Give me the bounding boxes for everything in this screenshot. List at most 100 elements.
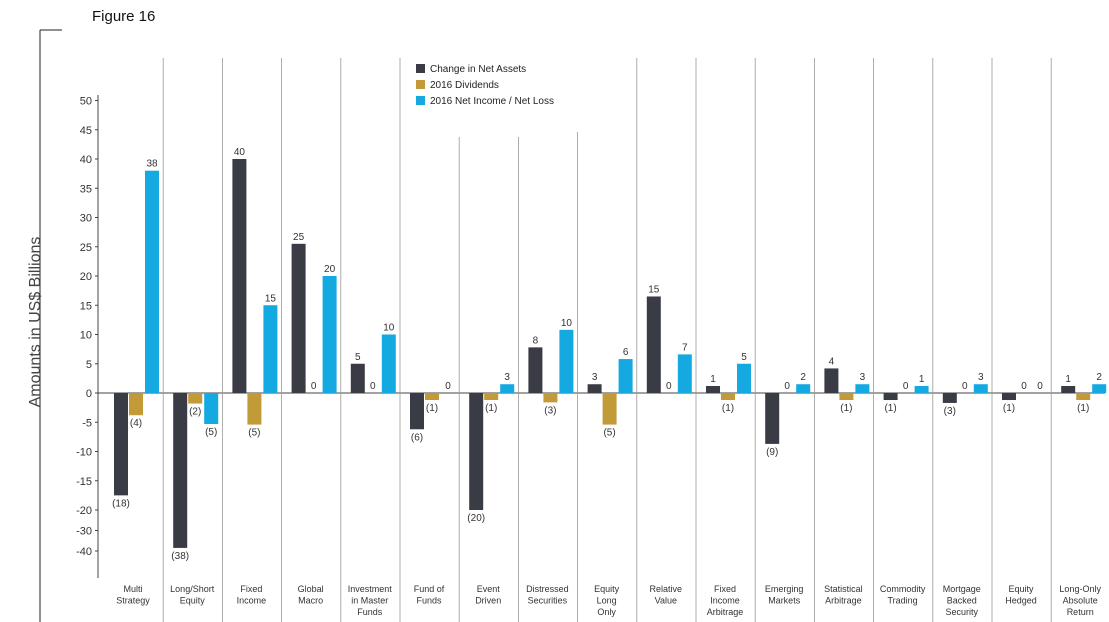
category-label: Investment bbox=[348, 584, 393, 594]
bar-net-income bbox=[500, 384, 515, 393]
category-label: Income bbox=[237, 596, 267, 606]
bar-net-income bbox=[855, 384, 870, 393]
y-tick-label: -5 bbox=[82, 417, 92, 429]
category-label: Equity bbox=[180, 596, 206, 606]
bar-net-income bbox=[145, 170, 159, 393]
data-label: 38 bbox=[146, 159, 158, 170]
bar-dividends bbox=[484, 393, 499, 401]
bar-dividends bbox=[721, 393, 735, 401]
data-label: (1) bbox=[1077, 403, 1089, 414]
data-label: 0 bbox=[1037, 381, 1043, 392]
data-label: 2 bbox=[1096, 372, 1102, 383]
category-label: Multi bbox=[123, 584, 142, 594]
data-label: 10 bbox=[383, 323, 395, 334]
legend-swatch bbox=[416, 80, 425, 89]
bar-net-income bbox=[1092, 384, 1107, 393]
category-label: Funds bbox=[357, 607, 383, 617]
category-label: Markets bbox=[768, 596, 801, 606]
data-label: 3 bbox=[860, 372, 866, 383]
bar-change bbox=[1061, 385, 1076, 393]
bar-change bbox=[291, 243, 306, 393]
bar-net-income bbox=[618, 359, 633, 393]
bar-net-income bbox=[322, 276, 337, 393]
y-tick-label: 35 bbox=[80, 183, 92, 195]
category-label: Only bbox=[597, 607, 616, 617]
category-label: Distressed bbox=[526, 584, 569, 594]
data-label: 0 bbox=[445, 381, 451, 392]
data-label: (3) bbox=[544, 405, 556, 416]
category-label: Arbitrage bbox=[825, 596, 862, 606]
category-label: Income bbox=[710, 596, 740, 606]
category-label: Strategy bbox=[116, 596, 150, 606]
category-label: Commodity bbox=[880, 584, 926, 594]
bar-dividends bbox=[602, 393, 617, 425]
category-label: Return bbox=[1067, 607, 1094, 617]
data-label: 1 bbox=[1065, 374, 1071, 385]
category-label: Value bbox=[655, 596, 677, 606]
legend-label: 2016 Dividends bbox=[430, 80, 499, 91]
bar-change bbox=[350, 363, 365, 393]
bar-change bbox=[646, 296, 661, 393]
bar-dividends bbox=[543, 393, 558, 403]
bar-change bbox=[587, 384, 602, 393]
data-label: (1) bbox=[722, 403, 734, 414]
bar-change bbox=[942, 393, 957, 403]
category-label: Trading bbox=[888, 596, 918, 606]
y-tick-label: 10 bbox=[80, 330, 92, 342]
category-label: Relative bbox=[650, 584, 683, 594]
bar-change bbox=[410, 393, 424, 430]
y-tick-label: -30 bbox=[76, 526, 92, 538]
category-label: in Master bbox=[351, 596, 388, 606]
bar-net-income bbox=[381, 334, 396, 393]
bar-change bbox=[528, 347, 543, 393]
data-label: (6) bbox=[411, 432, 423, 443]
bar-net-income bbox=[973, 384, 988, 393]
category-label: Backed bbox=[947, 596, 977, 606]
y-tick-label: 20 bbox=[80, 271, 92, 283]
data-label: 3 bbox=[978, 372, 984, 383]
category-label: Funds bbox=[416, 596, 442, 606]
data-label: (9) bbox=[766, 447, 778, 458]
data-label: (5) bbox=[248, 428, 260, 439]
data-label: 0 bbox=[311, 381, 317, 392]
y-tick-label: -15 bbox=[76, 476, 92, 488]
data-label: (2) bbox=[189, 407, 201, 418]
category-label: Emerging bbox=[765, 584, 804, 594]
data-label: (1) bbox=[884, 403, 896, 414]
legend-swatch bbox=[416, 64, 425, 73]
bar-change bbox=[765, 393, 780, 444]
category-label: Mortgage bbox=[943, 584, 981, 594]
bar-net-income bbox=[796, 384, 811, 393]
data-label: (1) bbox=[485, 403, 497, 414]
bar-change bbox=[883, 393, 898, 401]
data-label: (4) bbox=[130, 418, 142, 429]
y-tick-label: -10 bbox=[76, 447, 92, 459]
data-label: 0 bbox=[962, 381, 968, 392]
category-label: Statistical bbox=[824, 584, 863, 594]
category-label: Long/Short bbox=[170, 584, 215, 594]
bar-dividends bbox=[425, 393, 439, 401]
bar-dividends bbox=[247, 393, 262, 425]
data-label: 0 bbox=[370, 381, 376, 392]
bar-net-income bbox=[914, 385, 929, 393]
data-label: 15 bbox=[265, 293, 277, 304]
data-label: 5 bbox=[355, 352, 361, 363]
bar-change bbox=[1002, 393, 1016, 401]
data-label: (20) bbox=[467, 513, 485, 524]
data-label: 5 bbox=[741, 352, 747, 363]
y-axis-label: Amounts in US$ Billions bbox=[27, 237, 44, 408]
y-tick-label: 30 bbox=[80, 213, 92, 225]
bar-dividends bbox=[129, 393, 143, 416]
data-label: (1) bbox=[840, 403, 852, 414]
y-tick-label: -20 bbox=[76, 505, 92, 517]
data-label: 6 bbox=[623, 347, 629, 358]
data-label: 15 bbox=[648, 284, 660, 295]
category-label: Arbitrage bbox=[707, 607, 744, 617]
legend-label: Change in Net Assets bbox=[430, 64, 526, 75]
data-label: 4 bbox=[829, 356, 835, 367]
bar-change bbox=[706, 385, 720, 393]
data-label: 0 bbox=[666, 381, 672, 392]
data-label: 0 bbox=[903, 381, 909, 392]
data-label: 1 bbox=[919, 374, 925, 385]
data-label: 20 bbox=[324, 264, 336, 275]
